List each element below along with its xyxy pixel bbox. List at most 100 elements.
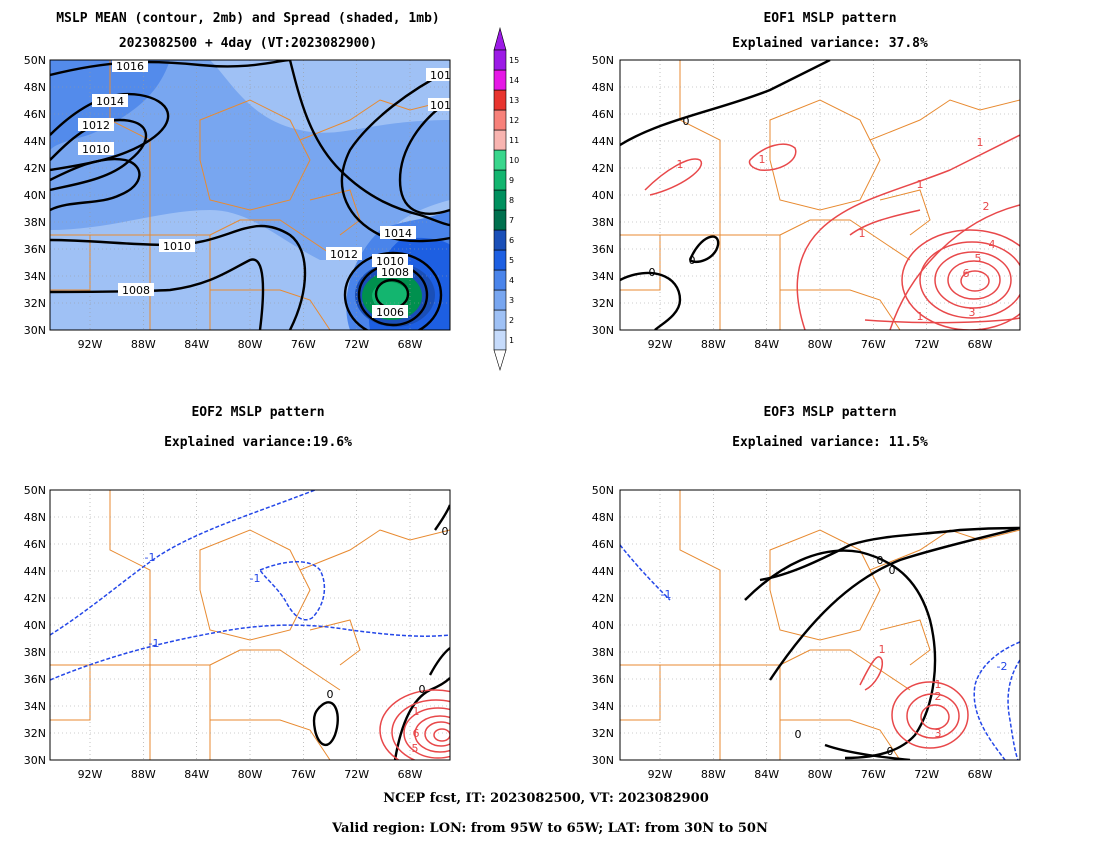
coastlines-eof2 bbox=[50, 490, 450, 760]
panel-mean: MSLP MEAN (contour, 2mb) and Spread (sha… bbox=[24, 11, 458, 351]
lat-axis-eof1: 30N 32N 34N 36N 38N 40N 42N 44N 46N 48N … bbox=[592, 54, 614, 337]
isobar-label: 1014 bbox=[96, 95, 124, 108]
lon-tick: 68W bbox=[398, 768, 423, 781]
coastlines-mean bbox=[50, 60, 450, 330]
lat-tick: 42N bbox=[24, 592, 46, 605]
lat-tick: 48N bbox=[24, 511, 46, 524]
contour-labels-eof1: 0 1 1 1 1 1 2 4 5 6 3 1 0 0 bbox=[649, 115, 996, 323]
contour-label: 1 bbox=[917, 310, 924, 323]
lon-tick: 88W bbox=[701, 768, 726, 781]
lat-tick: 50N bbox=[24, 484, 46, 497]
lat-tick: 42N bbox=[24, 162, 46, 175]
contour-label: 0 bbox=[795, 728, 802, 741]
panel-eof1: EOF1 MSLP pattern Explained variance: 37… bbox=[592, 11, 1021, 351]
contour-labels-eof2: -1 -1 -1 0 0 0 1 5 6 bbox=[145, 525, 449, 755]
colorbar-label: 3 bbox=[509, 296, 514, 305]
lat-axis-mean: 30N 32N 34N 36N 38N 40N 42N 44N 46N 48N … bbox=[24, 54, 46, 337]
lat-axis-eof2: 30N 32N 34N 36N 38N 40N 42N 44N 46N 48N … bbox=[24, 484, 46, 767]
contour-label: 0 bbox=[683, 115, 690, 128]
contour-label: 2 bbox=[983, 200, 990, 213]
lat-axis-eof3: 30N 32N 34N 36N 38N 40N 42N 44N 46N 48N … bbox=[592, 484, 614, 767]
contour-label: 0 bbox=[887, 745, 894, 758]
contour-label: 1 bbox=[677, 158, 684, 171]
lon-tick: 88W bbox=[131, 768, 156, 781]
isobar-label: 1012 bbox=[82, 119, 110, 132]
lon-tick: 88W bbox=[701, 338, 726, 351]
contour-label: 1 bbox=[977, 136, 984, 149]
contour-labels-mean: 1016 1014 1012 1010 1010 1008 1012 1014 … bbox=[78, 60, 458, 319]
lat-tick: 38N bbox=[24, 646, 46, 659]
contour-label: 0 bbox=[689, 254, 696, 267]
panel-eof1-title: EOF1 MSLP pattern bbox=[763, 11, 896, 26]
contour-label: 2 bbox=[935, 690, 942, 703]
contour-label: 5 bbox=[412, 742, 419, 755]
lon-tick: 92W bbox=[78, 338, 103, 351]
lat-tick: 36N bbox=[592, 243, 614, 256]
contour-label: 0 bbox=[442, 525, 449, 538]
lat-tick: 50N bbox=[592, 54, 614, 67]
lon-tick: 72W bbox=[914, 768, 939, 781]
lon-tick: 76W bbox=[291, 768, 316, 781]
lat-tick: 48N bbox=[24, 81, 46, 94]
colorbar-label: 7 bbox=[509, 216, 514, 225]
lon-axis-eof1: 92W 88W 84W 80W 76W 72W 68W bbox=[648, 338, 993, 351]
lon-tick: 92W bbox=[648, 768, 673, 781]
panel-eof3-title: EOF3 MSLP pattern bbox=[763, 405, 896, 420]
panel-eof3: EOF3 MSLP pattern Explained variance: 11… bbox=[592, 405, 1021, 781]
lat-tick: 46N bbox=[24, 108, 46, 121]
contour-label: 4 bbox=[989, 238, 996, 251]
map-frame-mean: 1016 1014 1012 1010 1010 1008 1012 1014 … bbox=[50, 60, 458, 330]
contour-label: 1 bbox=[935, 678, 942, 691]
lat-tick: 30N bbox=[592, 324, 614, 337]
lat-tick: 40N bbox=[592, 189, 614, 202]
contour-label: 1 bbox=[759, 153, 766, 166]
lat-tick: 34N bbox=[24, 270, 46, 283]
colorbar-swatch-13 bbox=[493, 89, 507, 111]
isobar-label: 1016 bbox=[430, 69, 458, 82]
isobar-label: 1006 bbox=[376, 306, 404, 319]
lat-tick: 32N bbox=[592, 727, 614, 740]
lat-tick: 44N bbox=[24, 565, 46, 578]
contour-label: 5 bbox=[975, 252, 982, 265]
lon-tick: 80W bbox=[238, 768, 263, 781]
lon-tick: 84W bbox=[184, 768, 209, 781]
map-border-eof1 bbox=[619, 59, 1021, 331]
colorbar-label: 8 bbox=[509, 196, 514, 205]
graticule-eof1 bbox=[620, 60, 1020, 330]
lat-tick: 46N bbox=[24, 538, 46, 551]
lat-tick: 48N bbox=[592, 81, 614, 94]
lon-tick: 92W bbox=[78, 768, 103, 781]
contour-label: 0 bbox=[649, 266, 656, 279]
colorbar-swatch-4 bbox=[493, 269, 507, 291]
colorbar-label: 14 bbox=[509, 76, 519, 85]
lon-tick: 68W bbox=[968, 768, 993, 781]
colorbar-label: 5 bbox=[509, 256, 514, 265]
lon-axis-mean: 92W 88W 84W 80W 76W 72W 68W bbox=[78, 338, 423, 351]
colorbar-label: 11 bbox=[509, 136, 519, 145]
colorbar-label: 1 bbox=[509, 336, 514, 345]
map-border-mean bbox=[49, 59, 451, 331]
contour-label: 0 bbox=[419, 683, 426, 696]
graticule-eof2 bbox=[50, 490, 450, 760]
lon-tick: 84W bbox=[184, 338, 209, 351]
contour-label: 0 bbox=[889, 564, 896, 577]
zero-contours-eof1 bbox=[620, 60, 831, 330]
lat-tick: 34N bbox=[592, 270, 614, 283]
colorbar-swatch-2 bbox=[493, 309, 507, 331]
lon-tick: 76W bbox=[291, 338, 316, 351]
panel-mean-title: MSLP MEAN (contour, 2mb) and Spread (sha… bbox=[56, 11, 440, 26]
contour-label: -1 bbox=[661, 588, 672, 601]
colorbar-swatch-6 bbox=[493, 229, 507, 251]
lat-tick: 40N bbox=[592, 619, 614, 632]
map-frame-eof2: -1 -1 -1 0 0 0 1 5 6 bbox=[50, 490, 450, 760]
footer-forecast-info: NCEP fcst, IT: 2023082500, VT: 202308290… bbox=[383, 791, 709, 806]
contour-label: 6 bbox=[963, 267, 970, 280]
lat-tick: 38N bbox=[24, 216, 46, 229]
contour-label: 6 bbox=[413, 727, 420, 740]
lon-tick: 80W bbox=[238, 338, 263, 351]
map-border-eof2 bbox=[49, 489, 451, 761]
colorbar-swatch-7 bbox=[493, 209, 507, 231]
panel-eof1-subtitle: Explained variance: 37.8% bbox=[732, 36, 928, 51]
panel-eof3-subtitle: Explained variance: 11.5% bbox=[732, 435, 928, 450]
